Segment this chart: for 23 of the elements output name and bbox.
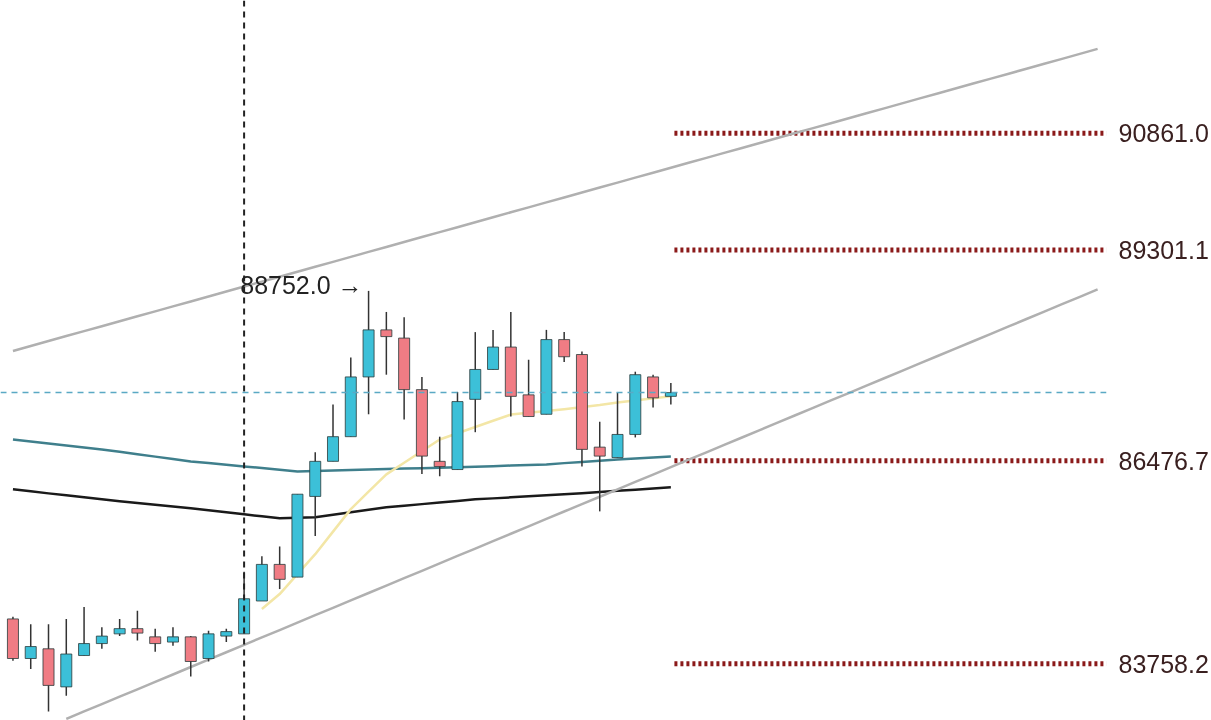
line-series xyxy=(11,438,673,473)
candlestick xyxy=(522,359,535,418)
candlestick xyxy=(78,606,90,657)
candlestick xyxy=(167,626,179,647)
candlestick xyxy=(593,420,606,513)
candlestick xyxy=(433,435,446,478)
y-tick-label: 89301.1 xyxy=(1118,235,1209,264)
candlestick xyxy=(131,609,144,642)
y-tick-label: 86476.7 xyxy=(1118,446,1209,475)
candlestick xyxy=(664,382,677,406)
annotation: 88752.0 → xyxy=(240,270,363,299)
candlestick xyxy=(149,627,162,653)
candlestick xyxy=(380,311,393,376)
candlestick xyxy=(95,626,108,650)
candlestick xyxy=(611,391,624,459)
y-tick-label: 83758.2 xyxy=(1118,649,1209,678)
candlestick xyxy=(558,331,571,363)
candlestick xyxy=(487,329,499,371)
candlestick xyxy=(273,545,286,590)
y-tick-label: 90861.0 xyxy=(1118,119,1209,148)
candlestick xyxy=(24,623,37,670)
candlestick xyxy=(647,373,659,409)
line-series xyxy=(11,47,1099,353)
